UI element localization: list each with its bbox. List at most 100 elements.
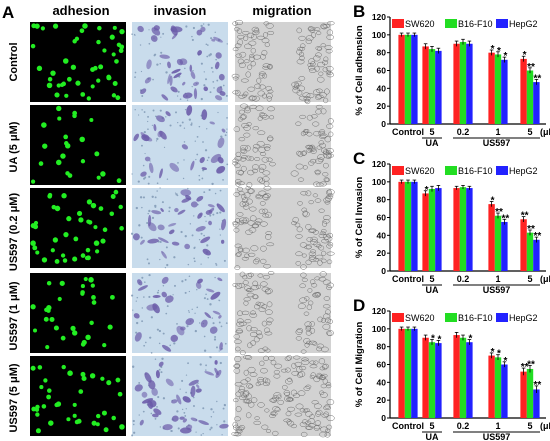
- bar-sw620-0: [398, 328, 405, 418]
- legend-label: B16-F10: [458, 166, 493, 176]
- y-tick-label: 60: [377, 66, 387, 76]
- x-tick-label: 1: [495, 127, 500, 137]
- y-tick-label: 20: [377, 395, 387, 405]
- row-label-us597-low: US597 (0.2 μM): [8, 193, 20, 272]
- bar-hepg2-0: [411, 181, 418, 271]
- bar-hepg2-0: [411, 328, 418, 418]
- micrograph-migration-row-1: [231, 19, 335, 105]
- y-axis-label: % of Cell Migration: [354, 322, 365, 408]
- micrograph-invasion-row-3: [130, 187, 228, 269]
- significance-mark: *: [503, 51, 507, 62]
- y-tick-label: 80: [377, 342, 387, 352]
- legend-label: B16-F10: [458, 19, 493, 29]
- micrograph-tiles: [30, 19, 335, 438]
- column-label-migration: migration: [252, 3, 311, 18]
- significance-mark: *: [497, 46, 501, 57]
- y-tick-label: 120: [372, 159, 386, 169]
- x-tick-label: 5: [429, 127, 434, 137]
- bar-hepg2-0: [411, 34, 418, 125]
- bar-hepg2-3: [501, 59, 508, 124]
- legend: SW620 B16-F10 HepG2: [392, 19, 538, 29]
- x-tick-label: 5: [429, 421, 434, 431]
- bar-b16-f10-3: [494, 357, 502, 418]
- legend-label: SW620: [405, 19, 435, 29]
- chart-c: C SW620 B16-F10 HepG2 0 20 40 60 80 100 120 % of Ce…: [353, 149, 550, 294]
- significance-mark: **: [521, 211, 529, 222]
- significance-mark: *: [497, 349, 501, 360]
- micrograph-adhesion-row-4: [30, 273, 126, 353]
- panel-letter-d: D: [353, 296, 365, 315]
- significance-mark: *: [491, 195, 495, 206]
- micrograph-invasion-row-5: [131, 356, 229, 437]
- x-tick-label: 5: [527, 421, 532, 431]
- significance-mark: **: [527, 359, 535, 370]
- y-axis-label: % of Cell Invasion: [354, 177, 365, 258]
- micrograph-adhesion-row-1: [30, 22, 126, 102]
- row-labels: Control UA (5 μM) US597 (0.2 μM) US597 (…: [8, 42, 20, 432]
- bar-sw620-1: [422, 337, 429, 418]
- significance-mark: *: [431, 334, 435, 345]
- bar-sw620-0: [398, 181, 405, 271]
- chart-b: B SW620 B16-F10 HepG2 0 20 40 60 80 100 120 % of Ce…: [353, 2, 550, 147]
- micrograph-invasion-row-4: [131, 273, 228, 354]
- bar-sw620-2: [453, 43, 460, 124]
- row-label-us597-high: US597 (5 μM): [8, 363, 20, 432]
- legend-swatch: [496, 313, 508, 322]
- microscopy-panel: A adhesion invasion migration Control UA…: [2, 3, 335, 438]
- legend-label: B16-F10: [458, 313, 493, 323]
- y-tick-label: 80: [377, 48, 387, 58]
- bar-sw620-4: [520, 371, 527, 418]
- group-label: UA: [426, 432, 439, 441]
- significance-mark: *: [523, 50, 527, 61]
- legend-label: HepG2: [509, 166, 538, 176]
- significance-mark: **: [495, 207, 503, 218]
- x-tick-label: Control: [392, 421, 424, 431]
- micrograph-adhesion-row-5: [30, 356, 126, 436]
- x-tick-label: 1: [495, 421, 500, 431]
- group-label: US597: [483, 285, 511, 294]
- panel-letter-a: A: [2, 3, 14, 22]
- micrograph-migration-row-5: [231, 354, 335, 438]
- bar-hepg2-3: [501, 364, 508, 418]
- unit-label: (μM): [540, 127, 550, 137]
- significance-mark: **: [534, 231, 542, 242]
- significance-mark: **: [502, 213, 510, 224]
- significance-mark: *: [503, 356, 507, 367]
- y-tick-label: 60: [377, 213, 387, 223]
- significance-mark: *: [468, 334, 472, 345]
- bar-b16-f10-1: [428, 49, 436, 124]
- bar-sw620-1: [422, 46, 429, 124]
- chart-d: D SW620 B16-F10 HepG2 0 20 40 60 80 100 120 % of Ce…: [353, 296, 550, 441]
- micrograph-adhesion-row-3: [30, 188, 126, 268]
- significance-mark: *: [491, 44, 495, 55]
- row-label-ua: UA (5 μM): [8, 121, 20, 172]
- column-label-invasion: invasion: [154, 3, 207, 18]
- micrograph-migration-row-4: [232, 271, 334, 356]
- y-axis-label: % of Cell adhension: [354, 25, 365, 115]
- bar-b16-f10-1: [428, 188, 436, 271]
- bar-b16-f10-4: [526, 368, 534, 418]
- bar-sw620-2: [453, 188, 460, 271]
- bar-sw620-3: [488, 204, 495, 271]
- significance-mark: **: [534, 73, 542, 84]
- bar-hepg2-4: [533, 239, 540, 271]
- bar-b16-f10-3: [494, 54, 502, 125]
- legend-swatch: [392, 166, 404, 175]
- legend-swatch: [496, 166, 508, 175]
- legend-label: HepG2: [509, 313, 538, 323]
- bar-hepg2-4: [533, 389, 540, 418]
- bar-b16-f10-0: [404, 34, 412, 125]
- bar-hepg2-4: [533, 82, 540, 124]
- legend-swatch: [445, 166, 457, 175]
- legend-label: SW620: [405, 313, 435, 323]
- y-tick-label: 40: [377, 83, 387, 93]
- y-tick-label: 0: [381, 119, 386, 129]
- micrograph-migration-row-2: [232, 103, 334, 188]
- y-tick-label: 20: [377, 101, 387, 111]
- x-tick-label: Control: [392, 274, 424, 284]
- x-tick-label: 5: [527, 127, 532, 137]
- micrograph-adhesion-row-2: [30, 105, 126, 185]
- panel-letter-c: C: [353, 149, 365, 168]
- bar-sw620-4: [520, 219, 527, 271]
- bar-sw620-0: [398, 34, 405, 125]
